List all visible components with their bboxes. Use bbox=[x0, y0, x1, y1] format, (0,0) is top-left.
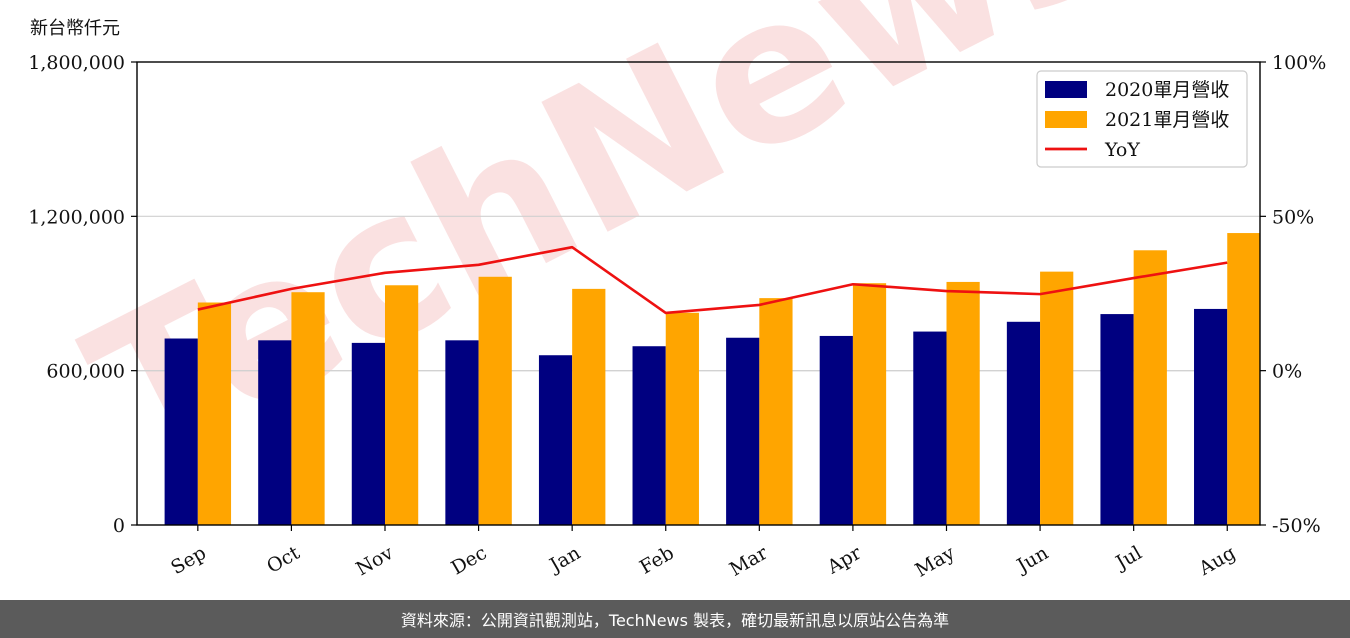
revenue-chart: TechNews 0600,0001,200,0001,800,000-50%0… bbox=[28, 0, 1326, 582]
bar-2021-apr bbox=[852, 283, 887, 525]
legend-item-2020-label: 2020單月營收 bbox=[1105, 79, 1229, 101]
x-tick-label: Jun bbox=[1012, 542, 1053, 578]
unit-label: 新台幣仟元 bbox=[30, 18, 120, 39]
bar-2020-may bbox=[913, 331, 947, 525]
plot-frame bbox=[136, 61, 1261, 526]
legend-item-2021-label: 2021單月營收 bbox=[1105, 109, 1229, 131]
bar-2020-jul bbox=[1100, 314, 1134, 525]
x-tick-label: Feb bbox=[636, 542, 678, 579]
bar-2021-dec bbox=[478, 276, 512, 525]
bar-2021-oct bbox=[291, 292, 325, 525]
x-tick-label: Jan bbox=[544, 542, 584, 578]
bar-2020-aug bbox=[1194, 308, 1228, 525]
left-tick-label: 1,200,000 bbox=[28, 206, 125, 228]
x-tick-label: May bbox=[912, 542, 959, 582]
bar-2020-mar bbox=[726, 337, 760, 525]
x-tick-label: Aug bbox=[1194, 542, 1239, 581]
bar-2021-may bbox=[946, 281, 980, 525]
footer-source: 資料來源：公開資訊觀測站，TechNews 製表，確切最新訊息以原站公告為準 bbox=[0, 600, 1350, 638]
legend-item-2021-swatch bbox=[1045, 111, 1087, 128]
x-tick-label: Nov bbox=[352, 542, 397, 581]
x-tick-label: Sep bbox=[167, 542, 210, 579]
x-tick-label: Mar bbox=[726, 541, 772, 580]
right-tick-label: 50% bbox=[1272, 206, 1314, 228]
legend: 2020單月營收 2021單月營收 YoY bbox=[1036, 70, 1248, 168]
bar-2020-oct bbox=[258, 340, 292, 525]
x-tick-label: Oct bbox=[263, 542, 304, 578]
right-tick-label: 100% bbox=[1272, 52, 1326, 74]
bar-2020-jun bbox=[1006, 321, 1041, 525]
bar-2021-jun bbox=[1040, 271, 1074, 525]
legend-item-2020-swatch bbox=[1045, 81, 1087, 98]
bar-2020-jan bbox=[538, 355, 573, 525]
left-tick-label: 600,000 bbox=[46, 361, 125, 383]
left-tick-label: 0 bbox=[113, 515, 125, 537]
bar-2020-apr bbox=[819, 335, 853, 525]
x-tick-label: Dec bbox=[447, 542, 490, 580]
left-tick-label: 1,800,000 bbox=[28, 52, 125, 74]
bar-2021-feb bbox=[665, 312, 699, 525]
legend-item-yoy-label: YoY bbox=[1104, 139, 1140, 161]
right-tick-label: 0% bbox=[1272, 361, 1302, 383]
yoy-line-group bbox=[197, 245, 1228, 315]
bar-2021-aug bbox=[1227, 233, 1261, 525]
bars bbox=[164, 233, 1261, 525]
right-tick-label: -50% bbox=[1272, 515, 1321, 537]
x-tick-label: Jul bbox=[1111, 542, 1146, 575]
yoy-line bbox=[197, 245, 1228, 315]
bar-2021-jan bbox=[572, 288, 606, 525]
x-tick-label: Apr bbox=[823, 541, 866, 578]
bar-2020-dec bbox=[445, 340, 479, 525]
bar-2021-mar bbox=[759, 298, 793, 525]
legend-box bbox=[1036, 70, 1248, 168]
bar-2021-nov bbox=[384, 285, 419, 525]
bar-2021-sep bbox=[197, 302, 232, 525]
bar-2020-nov bbox=[351, 342, 385, 525]
bar-2020-sep bbox=[164, 338, 198, 525]
bar-2021-jul bbox=[1133, 250, 1167, 525]
bar-2020-feb bbox=[632, 346, 666, 525]
